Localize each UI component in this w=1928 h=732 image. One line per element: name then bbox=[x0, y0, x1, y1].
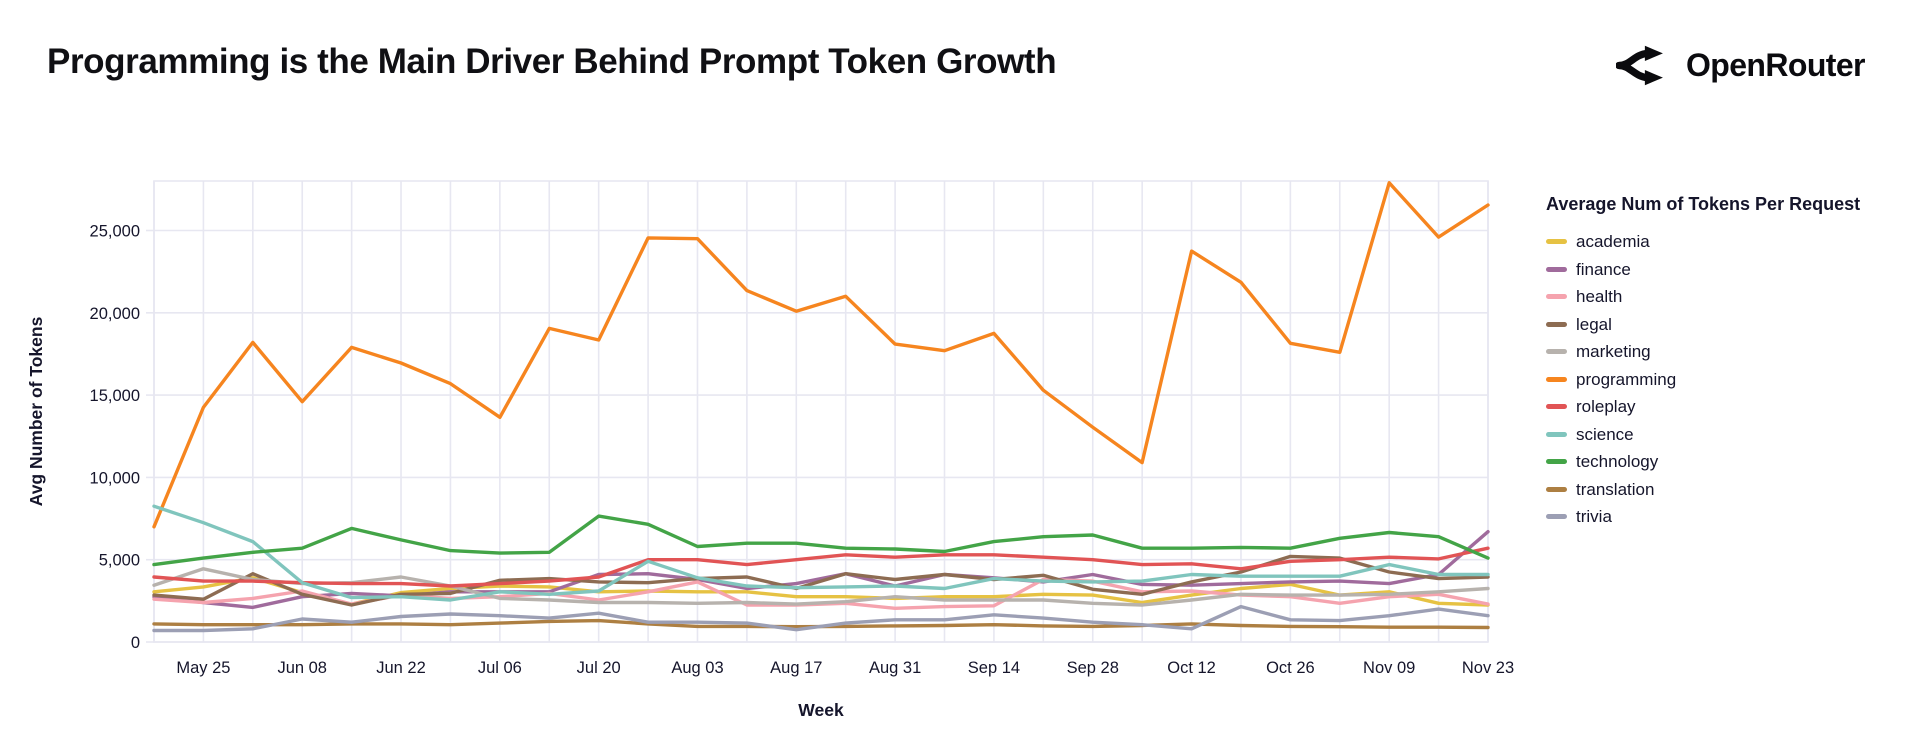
legend-label: translation bbox=[1576, 479, 1655, 499]
x-tick-label: Nov 23 bbox=[1462, 659, 1514, 677]
y-tick-label: 0 bbox=[131, 634, 140, 652]
series-line-roleplay bbox=[152, 546, 1490, 588]
legend-label: legal bbox=[1576, 314, 1612, 334]
legend-item-academia: academia bbox=[1546, 228, 1918, 256]
legend-item-roleplay: roleplay bbox=[1546, 393, 1918, 421]
x-tick-label: Jul 20 bbox=[577, 659, 621, 677]
legend-item-translation: translation bbox=[1546, 476, 1918, 504]
legend-swatch-roleplay bbox=[1546, 404, 1567, 410]
legend-item-finance: finance bbox=[1546, 256, 1918, 284]
legend-label: health bbox=[1576, 287, 1623, 307]
x-tick-label: Jun 08 bbox=[277, 659, 327, 677]
series-line-finance bbox=[152, 530, 1490, 610]
legend: Average Num of Tokens Per Request academ… bbox=[1546, 194, 1918, 531]
x-tick-label: Aug 17 bbox=[770, 659, 822, 677]
x-tick-label: May 25 bbox=[176, 659, 230, 677]
y-tick-label: 20,000 bbox=[90, 305, 140, 323]
x-tick-label: Sep 14 bbox=[968, 659, 1020, 677]
series-lines bbox=[152, 181, 1490, 633]
x-tick-label: Jul 06 bbox=[478, 659, 522, 677]
legend-item-technology: technology bbox=[1546, 448, 1918, 476]
legend-swatch-academia bbox=[1546, 239, 1567, 245]
x-tick-label: Sep 28 bbox=[1067, 659, 1119, 677]
y-axis-title: Avg Number of Tokens bbox=[26, 316, 46, 506]
series-line-programming bbox=[152, 181, 1490, 529]
legend-swatch-finance bbox=[1546, 266, 1567, 272]
legend-title: Average Num of Tokens Per Request bbox=[1546, 194, 1861, 214]
series-line-science bbox=[152, 504, 1490, 602]
legend-swatch-health bbox=[1546, 294, 1567, 300]
series-line-technology bbox=[152, 514, 1490, 567]
legend-label: academia bbox=[1576, 232, 1650, 252]
plot-border bbox=[153, 180, 1489, 643]
x-tick-label: Aug 31 bbox=[869, 659, 921, 677]
series-line-marketing bbox=[152, 567, 1490, 607]
legend-item-legal: legal bbox=[1546, 311, 1918, 339]
legend-swatch-marketing bbox=[1546, 349, 1567, 355]
legend-label: trivia bbox=[1576, 507, 1612, 527]
legend-swatch-translation bbox=[1546, 486, 1567, 492]
series-line-trivia bbox=[152, 604, 1490, 633]
legend-items: academia finance health legal marketing progr… bbox=[1546, 228, 1918, 531]
y-tick-label: 25,000 bbox=[90, 223, 140, 241]
x-tick-label: Oct 12 bbox=[1167, 659, 1216, 677]
openrouter-logo[interactable]: OpenRouter bbox=[1616, 44, 1866, 87]
legend-swatch-science bbox=[1546, 431, 1567, 437]
line-chart: 0 5,000 10,000 15,000 20,000 25,000 May 25 Jun … bbox=[26, 180, 1514, 720]
x-tick-label: Oct 26 bbox=[1266, 659, 1315, 677]
legend-item-science: science bbox=[1546, 421, 1918, 449]
openrouter-wordmark: OpenRouter bbox=[1686, 47, 1866, 83]
x-tick-label: Jun 22 bbox=[376, 659, 426, 677]
x-tick-label: Nov 09 bbox=[1363, 659, 1415, 677]
x-axis-title: Week bbox=[798, 700, 844, 720]
legend-label: programming bbox=[1576, 369, 1677, 389]
x-axis-tick-labels: May 25 Jun 08 Jun 22 Jul 06 Jul 20 Aug 03 Aug … bbox=[176, 659, 1514, 677]
y-axis-tick-labels: 0 5,000 10,000 15,000 20,000 25,000 bbox=[90, 223, 140, 653]
legend-label: roleplay bbox=[1576, 397, 1636, 417]
legend-label: finance bbox=[1576, 259, 1631, 279]
legend-swatch-technology bbox=[1546, 459, 1567, 465]
legend-label: technology bbox=[1576, 452, 1659, 472]
legend-swatch-trivia bbox=[1546, 514, 1567, 520]
gridlines bbox=[146, 181, 1489, 643]
y-tick-label: 5,000 bbox=[99, 552, 140, 570]
legend-swatch-programming bbox=[1546, 376, 1567, 382]
y-tick-label: 10,000 bbox=[90, 469, 140, 487]
page-title: Programming is the Main Driver Behind Pr… bbox=[47, 42, 1057, 81]
legend-label: marketing bbox=[1576, 342, 1651, 362]
openrouter-logo-icon bbox=[1616, 45, 1663, 86]
legend-item-programming: programming bbox=[1546, 366, 1918, 394]
legend-item-marketing: marketing bbox=[1546, 338, 1918, 366]
legend-item-trivia: trivia bbox=[1546, 503, 1918, 531]
legend-swatch-legal bbox=[1546, 321, 1567, 327]
x-tick-label: Aug 03 bbox=[671, 659, 723, 677]
legend-item-health: health bbox=[1546, 283, 1918, 311]
y-tick-label: 15,000 bbox=[90, 387, 140, 405]
legend-label: science bbox=[1576, 424, 1634, 444]
